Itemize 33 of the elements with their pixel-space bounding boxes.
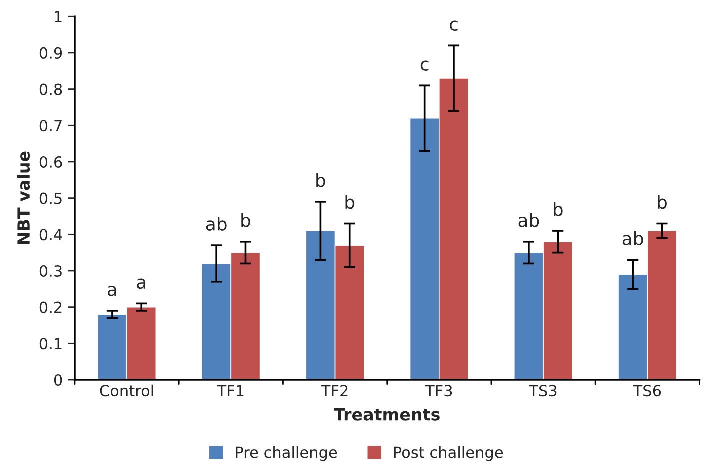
x-tick-label: Control bbox=[100, 384, 154, 397]
x-tick-label: TS3 bbox=[529, 385, 557, 397]
x-tick-label: TF3 bbox=[425, 385, 452, 397]
x-tick-label: TF1 bbox=[217, 385, 244, 396]
annotation: c bbox=[420, 60, 429, 72]
y-tick-label: 0.8 bbox=[40, 84, 62, 96]
x-axis-title: Treatments bbox=[334, 408, 440, 421]
x-tick-label: TS6 bbox=[633, 385, 662, 397]
y-axis-title: NBT value bbox=[17, 152, 30, 244]
y-tick-label: 0 bbox=[54, 374, 62, 386]
legend-label: Pre challenge bbox=[236, 446, 338, 462]
annotation: a bbox=[108, 286, 116, 296]
legend-label: Post challenge bbox=[394, 446, 503, 462]
x-tick-label: TF2 bbox=[321, 385, 348, 396]
annotation: ab bbox=[518, 213, 540, 228]
annotation: b bbox=[346, 195, 355, 210]
y-tick-label: 0.6 bbox=[40, 156, 62, 168]
y-tick-label: 0.1 bbox=[40, 338, 62, 350]
y-tick-label: 1 bbox=[55, 11, 62, 22]
annotation: b bbox=[658, 195, 667, 210]
annotation: b bbox=[242, 213, 250, 228]
y-tick-label: 0.3 bbox=[40, 265, 62, 278]
y-tick-label: 0.9 bbox=[40, 47, 62, 59]
y-tick-label: 0.2 bbox=[40, 302, 62, 314]
annotation: ab bbox=[206, 216, 227, 231]
annotation: c bbox=[450, 20, 458, 32]
annotation: ab bbox=[622, 232, 644, 246]
y-tick-label: 0.4 bbox=[40, 229, 62, 241]
y-tick-label: 0.5 bbox=[40, 192, 62, 204]
annotation: b bbox=[316, 173, 326, 188]
annotation: a bbox=[137, 278, 146, 290]
y-tick-label: 0.7 bbox=[40, 120, 62, 132]
annotation: b bbox=[554, 202, 563, 216]
